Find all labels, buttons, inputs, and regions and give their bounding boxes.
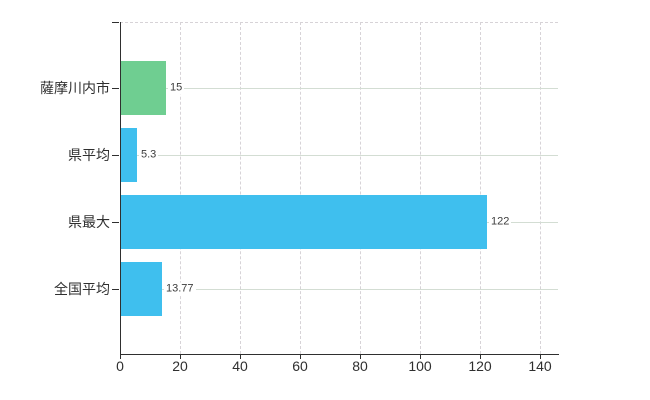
category-label: 県平均 — [68, 147, 110, 163]
vertical-gridline — [540, 22, 541, 354]
bar-value-label: 13.77 — [164, 282, 196, 296]
vertical-gridline — [420, 22, 421, 354]
x-axis-line — [120, 354, 559, 355]
vertical-gridline — [300, 22, 301, 354]
y-axis-tick — [112, 88, 119, 89]
x-tick-label: 80 — [352, 358, 368, 374]
plot-top-border — [120, 22, 558, 23]
bar-value-label: 5.3 — [139, 148, 159, 162]
x-tick-label: 20 — [172, 358, 188, 374]
x-axis-tick — [180, 354, 181, 359]
horizontal-gridline — [120, 88, 558, 89]
y-axis-line — [120, 22, 121, 354]
vertical-gridline — [180, 22, 181, 354]
y-axis-tick — [112, 155, 119, 156]
bar-value-label: 122 — [489, 215, 512, 229]
vertical-gridline — [360, 22, 361, 354]
x-axis-tick — [480, 354, 481, 359]
x-tick-label: 40 — [232, 358, 248, 374]
bar-value-label: 15 — [168, 81, 185, 95]
x-axis-tick — [540, 354, 541, 359]
x-axis-tick — [300, 354, 301, 359]
x-tick-label: 100 — [408, 358, 432, 374]
category-label: 全国平均 — [54, 281, 110, 297]
y-axis-top-tick — [112, 22, 119, 23]
x-tick-label: 60 — [292, 358, 308, 374]
x-tick-label: 0 — [116, 358, 124, 374]
x-axis-tick — [240, 354, 241, 359]
category-label: 県最大 — [68, 214, 110, 230]
x-axis-tick — [120, 354, 121, 359]
horizontal-gridline — [120, 155, 558, 156]
bar — [121, 262, 162, 316]
x-axis-tick — [420, 354, 421, 359]
category-label: 薩摩川内市 — [40, 80, 110, 96]
x-tick-label: 140 — [528, 358, 552, 374]
y-axis-tick — [112, 289, 119, 290]
y-axis-tick — [112, 222, 119, 223]
x-tick-label: 120 — [468, 358, 492, 374]
vertical-gridline — [480, 22, 481, 354]
bar — [121, 128, 137, 182]
vertical-gridline — [240, 22, 241, 354]
bar — [121, 195, 487, 249]
bar — [121, 61, 166, 115]
x-axis-tick — [360, 354, 361, 359]
horizontal-gridline — [120, 289, 558, 290]
